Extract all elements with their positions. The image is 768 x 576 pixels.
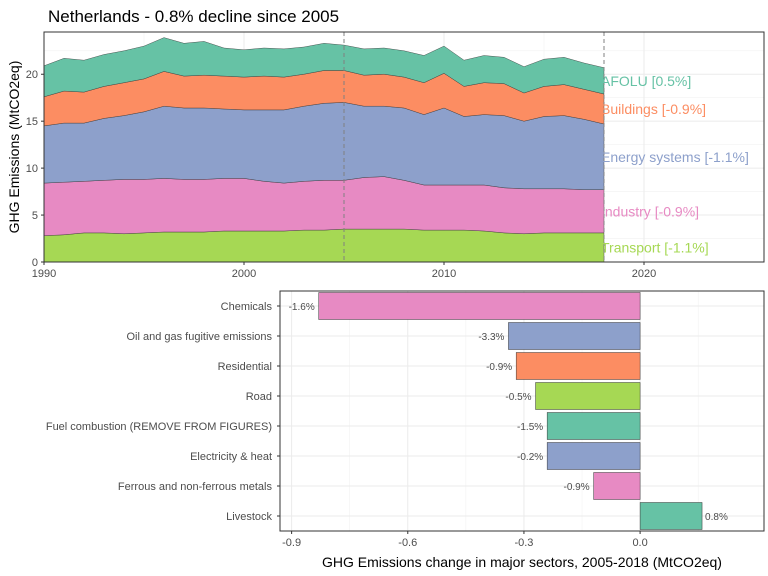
data-label: -1.6% <box>289 302 315 313</box>
data-label: 0.8% <box>705 512 728 523</box>
y-axis-title: GHG Emissions (MtCO2eq) <box>6 61 22 234</box>
bar-chart-panel: -0.9 -0.6 -0.3 0.0 Chemicals Oil and gas fugi… <box>46 290 765 570</box>
chart-title: Netherlands - 0.8% decline since 2005 <box>48 7 339 26</box>
series-label-0: Transport [-1.1%] <box>601 239 709 255</box>
x-tick-label: 2020 <box>632 268 656 280</box>
category-label: Oil and gas fugitive emissions <box>126 331 272 343</box>
area-series-0 <box>43 228 605 263</box>
bar <box>508 322 641 350</box>
x-tick-label: 2010 <box>432 268 456 280</box>
series-label-3: Buildings [-0.9%] <box>601 101 706 117</box>
bar <box>318 292 641 320</box>
bar <box>515 352 641 380</box>
bar <box>593 472 641 500</box>
category-label: Road <box>246 391 272 403</box>
data-label: -0.2% <box>517 452 543 463</box>
category-label: Residential <box>218 361 272 373</box>
data-label: -3.3% <box>478 332 504 343</box>
category-label: Electricity & heat <box>190 451 272 463</box>
y-tick-label: 20 <box>26 69 38 81</box>
x-tick-label: 0.0 <box>632 537 647 549</box>
series-label-2: Energy systems [-1.1%] <box>601 149 749 165</box>
category-label: Livestock <box>226 511 272 523</box>
x-tick-label: -0.9 <box>282 537 301 549</box>
y-tick-label: 0 <box>32 257 38 269</box>
bar <box>546 412 641 440</box>
y-tick-label: 15 <box>26 116 38 128</box>
series-label-4: AFOLU [0.5%] <box>601 73 691 89</box>
category-label: Chemicals <box>221 301 273 313</box>
category-label: Fuel combustion (REMOVE FROM FIGURES) <box>46 421 272 433</box>
data-label: -0.9% <box>486 362 512 373</box>
area-chart-panel: Netherlands - 0.8% decline since 2005 199… <box>6 7 765 280</box>
x-tick-label: 2000 <box>232 268 256 280</box>
plot-border <box>43 31 765 263</box>
category-label: Ferrous and non-ferrous metals <box>118 481 273 493</box>
bar <box>535 382 641 410</box>
data-label: -0.9% <box>564 482 590 493</box>
bar <box>546 442 641 470</box>
y-tick-label: 5 <box>32 210 38 222</box>
y-tick-label: 10 <box>26 163 38 175</box>
area-series-4 <box>43 37 605 98</box>
data-label: -1.5% <box>517 422 543 433</box>
bar <box>639 502 703 530</box>
data-label: -0.5% <box>505 392 531 403</box>
x-tick-label: -0.3 <box>514 537 533 549</box>
plot-border <box>279 290 765 532</box>
x-tick-label: 1990 <box>32 268 56 280</box>
x-axis-title: GHG Emissions change in major sectors, 2… <box>322 554 722 570</box>
x-tick-label: -0.6 <box>398 537 417 549</box>
series-label-1: Industry [-0.9%] <box>601 203 699 219</box>
